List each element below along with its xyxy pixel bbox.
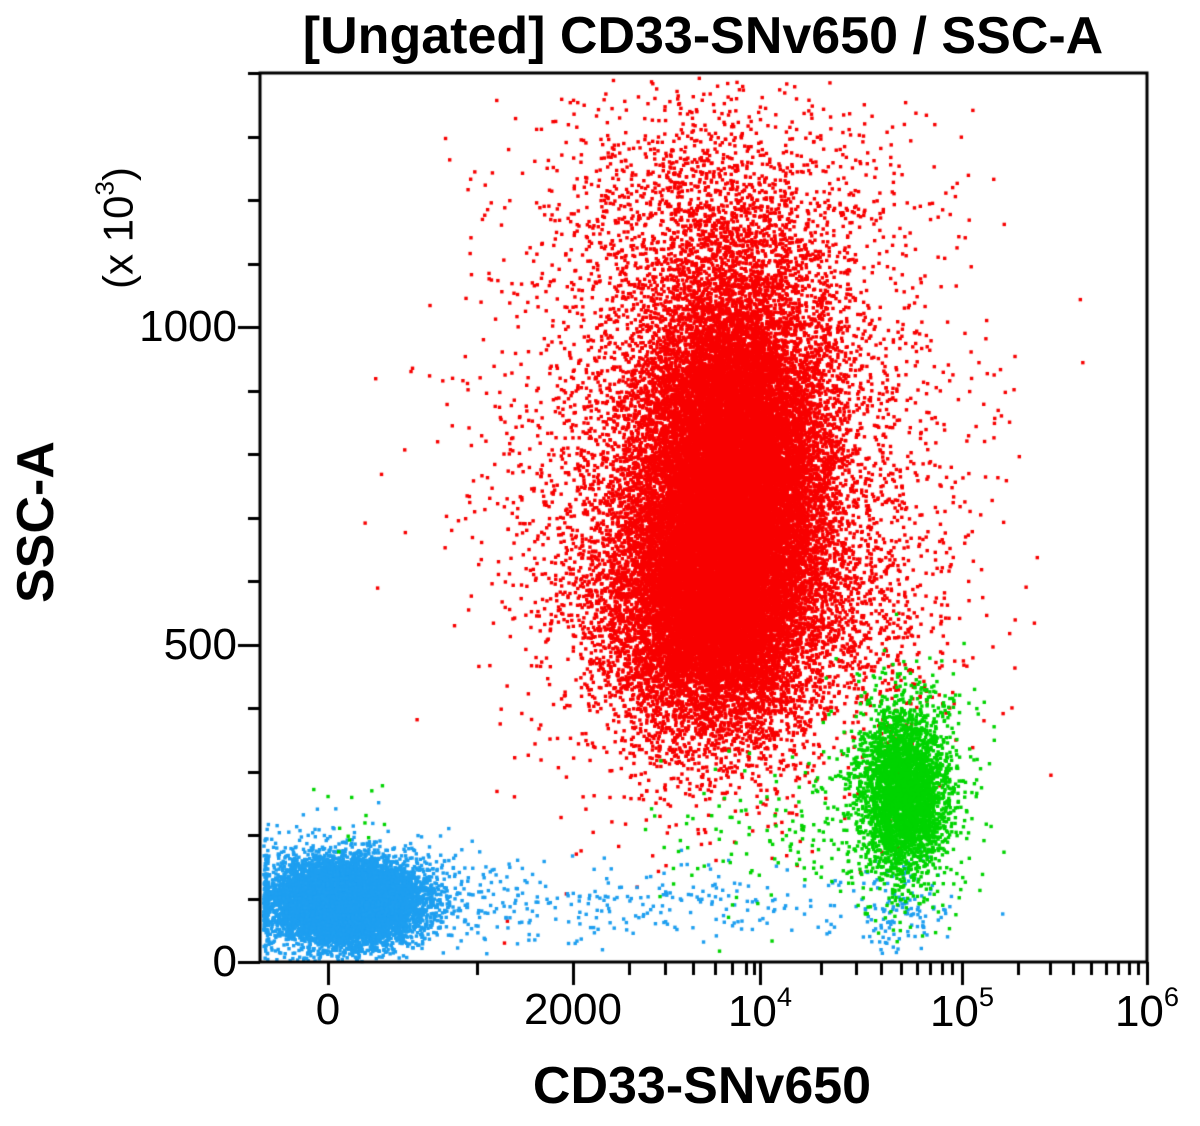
- y-axis-unit-label: (x 103): [89, 167, 142, 289]
- y-tick-label: 1000: [139, 302, 237, 351]
- x-tick-label: 0: [315, 985, 341, 1034]
- y-tick-label: 500: [163, 619, 237, 669]
- x-tick-label: 106: [1114, 980, 1180, 1036]
- plot-title: [Ungated] CD33-SNv650 / SSC-A: [302, 7, 1104, 65]
- x-tick-label: 2000: [524, 985, 622, 1034]
- x-tick-label: 104: [727, 980, 793, 1036]
- y-axis-label: SSC-A: [7, 441, 65, 603]
- x-axis-label: CD33-SNv650: [532, 1057, 872, 1115]
- x-tick-label: 105: [929, 980, 995, 1036]
- y-tick-label: 0: [212, 937, 237, 986]
